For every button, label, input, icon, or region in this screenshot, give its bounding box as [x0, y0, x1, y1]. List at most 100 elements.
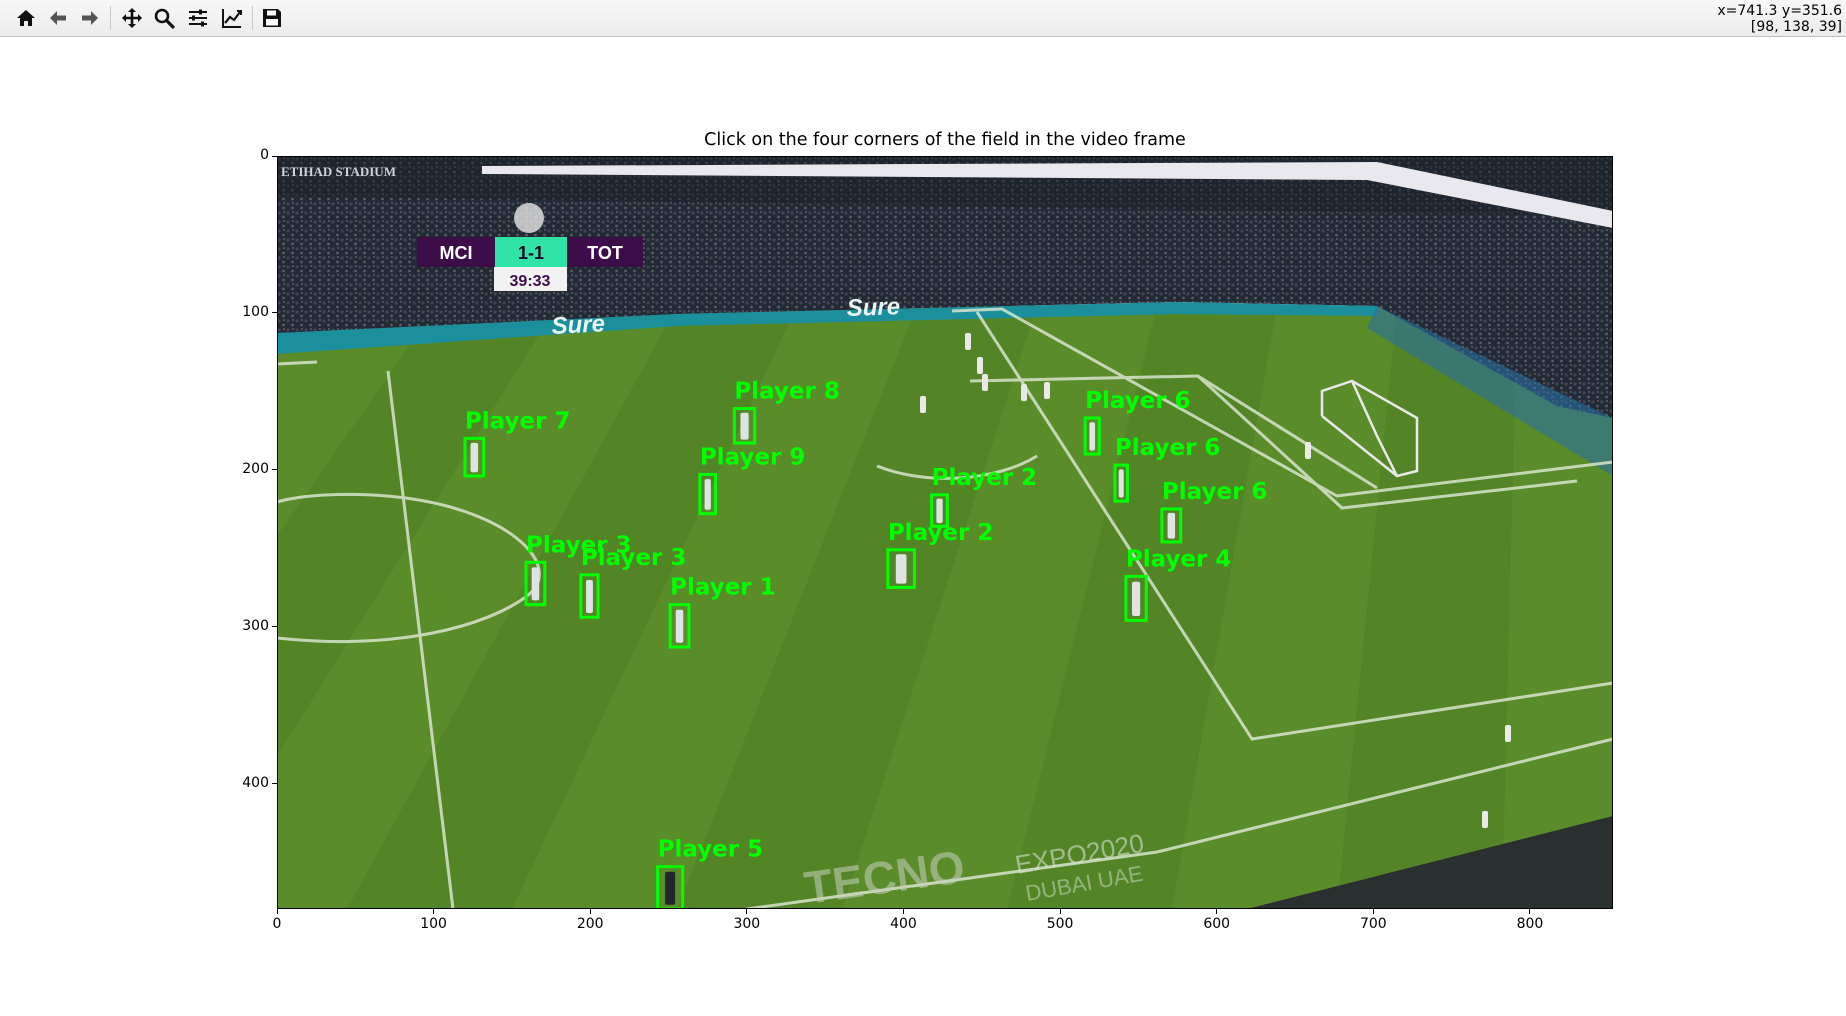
- home-team: MCI: [440, 243, 473, 263]
- player-figure: [1044, 382, 1050, 399]
- video-frame-image[interactable]: Sure Sure ETIHAD STADIUM: [277, 156, 1613, 909]
- detection-box: [1124, 574, 1148, 622]
- x-tick-label: 100: [420, 916, 447, 932]
- home-button[interactable]: [12, 4, 40, 32]
- player-figure: [1132, 581, 1141, 616]
- league-logo: [514, 203, 544, 233]
- zoom-button[interactable]: [150, 4, 178, 32]
- x-tick-label: 700: [1359, 916, 1387, 932]
- detection-box: [930, 493, 949, 528]
- grass-stripe: [1007, 306, 1277, 909]
- video-frame-axes[interactable]: Sure Sure ETIHAD STADIUM: [277, 156, 1613, 909]
- scoreboard: MCI 1-1 TOT 39:33: [417, 203, 643, 291]
- y-tick-label: 400: [242, 774, 269, 791]
- edit-axis-button[interactable]: [218, 4, 246, 32]
- x-tick-label: 200: [576, 916, 604, 932]
- grass-stripe: [277, 306, 557, 757]
- detection-label: Player 3: [526, 532, 632, 558]
- pitch-stripes: [277, 306, 1517, 909]
- ad-board-right: [1367, 306, 1613, 476]
- player-figure: [1482, 811, 1488, 828]
- detection-label: Player 2: [888, 520, 994, 546]
- cursor-position-readout: x=741.3 y=351.6: [1717, 3, 1842, 19]
- player-figure: [920, 396, 926, 413]
- y-tick-label: 300: [242, 617, 269, 634]
- back-button[interactable]: [44, 4, 72, 32]
- player-figure: [965, 333, 971, 350]
- player-figure: [665, 871, 676, 905]
- ad-text: Sure: [846, 293, 900, 322]
- x-tick-label: 300: [733, 916, 761, 932]
- detection-label: Player 8: [734, 379, 840, 405]
- floppy-disk-icon: [263, 9, 281, 27]
- y-tick-label: 200: [242, 460, 269, 477]
- x-tick-mark: [1372, 909, 1374, 914]
- x-tick-label: 600: [1203, 916, 1231, 932]
- score: 1-1: [518, 243, 544, 263]
- detection-label: Player 5: [658, 837, 764, 863]
- toolbar-separator: [252, 6, 253, 30]
- y-tick-label: 0: [260, 147, 269, 163]
- detection-box: [1083, 416, 1101, 456]
- x-tick-mark: [589, 909, 591, 914]
- pixel-value-readout: [98, 138, 39]: [1750, 19, 1842, 35]
- ad-text: Sure: [551, 310, 606, 340]
- detection-box: [698, 472, 718, 516]
- line-chart-icon: [222, 9, 242, 28]
- sliders-icon: [189, 9, 207, 27]
- detection-label: Player 2: [932, 465, 1038, 491]
- stadium-watermark: ETIHAD STADIUM: [281, 164, 396, 179]
- detection-box: [579, 573, 600, 619]
- ad-board: [277, 302, 1377, 354]
- forward-button[interactable]: [76, 4, 104, 32]
- pan-button[interactable]: [118, 4, 146, 32]
- cursor-coordinates: x=741.3 y=351.6 [98, 138, 39]: [1717, 3, 1842, 35]
- pitchside-area: [1247, 816, 1613, 909]
- players-layer: [470, 333, 1511, 905]
- detection-box: [463, 436, 486, 478]
- crowd-stands: [277, 156, 1613, 418]
- detections-layer: Player 7 Player 8 Player 9 Player 6 Player 6…: [463, 379, 1267, 909]
- player-figure: [1167, 512, 1176, 539]
- detection-box: [1113, 463, 1129, 503]
- home-icon: [17, 10, 35, 26]
- navigation-toolbar: x=741.3 y=351.6 [98, 138, 39]: [0, 0, 1846, 37]
- x-tick-label: 0: [272, 916, 282, 932]
- player-figure: [936, 498, 943, 524]
- detection-label: Player 3: [581, 545, 687, 571]
- detection-label: Player 9: [700, 444, 806, 470]
- player-figure: [1305, 442, 1311, 459]
- arrow-left-icon: [50, 11, 66, 25]
- away-team: TOT: [587, 243, 623, 263]
- detection-box: [668, 603, 691, 649]
- grass-stripe: [677, 306, 1037, 909]
- x-tick-mark: [276, 909, 278, 914]
- player-figure: [586, 579, 593, 613]
- pitch-lines: [277, 307, 1613, 909]
- player-figure: [531, 567, 540, 601]
- configure-subplots-button[interactable]: [184, 4, 212, 32]
- arrow-right-icon: [82, 11, 98, 25]
- player-figure: [1021, 384, 1027, 401]
- x-tick-mark: [1059, 909, 1061, 914]
- x-tick-label: 400: [890, 916, 917, 932]
- player-figure: [704, 479, 711, 510]
- grass-stripe: [1337, 306, 1517, 909]
- player-figure: [977, 357, 983, 374]
- detection-box: [1160, 507, 1183, 544]
- detection-label: Player 6: [1115, 435, 1221, 461]
- player-figure: [982, 374, 988, 391]
- player-figure: [1505, 725, 1511, 742]
- detection-box: [886, 548, 916, 589]
- stand-roof-edge: [482, 162, 1613, 228]
- move-icon: [122, 8, 142, 28]
- save-button[interactable]: [258, 4, 286, 32]
- magnifier-icon: [154, 8, 175, 29]
- x-tick-label: 800: [1516, 916, 1544, 932]
- x-tick-mark: [746, 909, 748, 914]
- detection-box: [732, 407, 757, 445]
- player-figure: [1089, 422, 1096, 451]
- detection-label: Player 7: [465, 408, 571, 434]
- toolbar-separator: [110, 6, 111, 30]
- detection-label: Player 4: [1126, 546, 1232, 572]
